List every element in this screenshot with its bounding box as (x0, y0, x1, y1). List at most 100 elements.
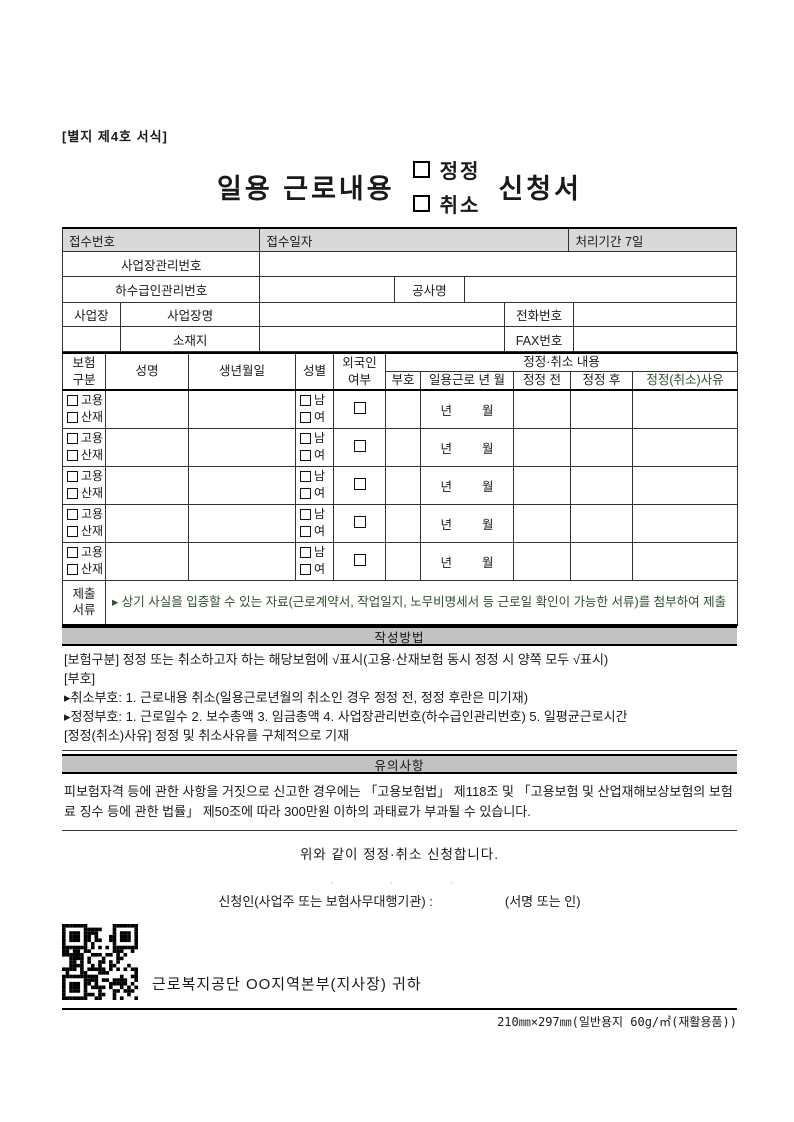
howto-line: ▸취소부호: 1. 근로내용 취소(일용근로년월의 취소인 경우 정정 전, 정… (64, 690, 529, 705)
checkbox-male[interactable] (300, 395, 311, 407)
name-field[interactable] (105, 389, 189, 429)
checkbox-employment-insurance[interactable] (67, 547, 78, 558)
checkbox-industrial-insurance[interactable] (67, 450, 78, 461)
checkbox-foreigner[interactable] (353, 477, 366, 490)
reason-field[interactable] (631, 427, 739, 467)
col-after: 정정 후 (570, 370, 633, 391)
after-field[interactable] (570, 427, 633, 467)
before-field[interactable] (513, 465, 571, 505)
code-field[interactable] (385, 541, 421, 581)
checkbox-female[interactable] (300, 564, 311, 575)
recipient-row: 근로복지공단 OO지역본부(지사장) 귀하 (62, 924, 737, 1000)
after-field[interactable] (570, 503, 633, 543)
checkbox-foreigner[interactable] (353, 439, 366, 452)
howto-section-bar: 작성방법 (62, 626, 737, 646)
checkbox-industrial-insurance[interactable] (67, 564, 78, 575)
code-field[interactable] (385, 465, 421, 505)
bottom-rule (62, 1008, 737, 1010)
before-field[interactable] (513, 503, 571, 543)
after-field[interactable] (570, 389, 633, 429)
checkbox-industrial-insurance[interactable] (67, 488, 78, 499)
before-field[interactable] (513, 541, 571, 581)
howto-line: [정정(취소)사유] 정정 및 취소사유를 구체적으로 기재 (64, 728, 350, 743)
notice-text-block: 피보험자격 등에 관한 사항을 거짓으로 신고한 경우에는 「고용보험법」 제1… (62, 774, 737, 831)
howto-instructions: [보험구분] 정정 또는 취소하고자 하는 해당보험에 √표시(고용·산재보험 … (62, 646, 737, 751)
col-insurance-type: 보험 구분 (62, 352, 106, 391)
name-field[interactable] (105, 541, 189, 581)
checkbox-female[interactable] (300, 488, 311, 499)
checkbox-industrial-insurance[interactable] (67, 412, 78, 424)
birthdate-field[interactable] (188, 541, 296, 581)
howto-line: [보험구분] 정정 또는 취소하고자 하는 해당보험에 √표시(고용·산재보험 … (64, 652, 609, 667)
birthdate-field[interactable] (188, 427, 296, 467)
location-field[interactable] (260, 327, 505, 351)
workplace-mgmt-no-field[interactable] (260, 252, 736, 276)
checkbox-male[interactable] (300, 471, 311, 482)
notice-text: 피보험자격 등에 관한 사항을 거짓으로 신고한 경우에는 「고용보험법」 제1… (64, 784, 733, 819)
checkbox-employment-insurance[interactable] (67, 433, 78, 444)
phone-field[interactable] (574, 303, 736, 326)
checkbox-female[interactable] (300, 412, 311, 424)
checkbox-employment-insurance[interactable] (67, 509, 78, 520)
birthdate-field[interactable] (188, 465, 296, 505)
insurance-table: 보험 구분 성명 생년월일 성별 외국인 여부 정정·취소 내용 부호 일용근로 년… (62, 352, 739, 626)
checkbox-foreigner[interactable] (353, 401, 366, 414)
reason-field[interactable] (631, 541, 739, 581)
checkbox-industrial-insurance[interactable] (67, 526, 78, 537)
name-field[interactable] (105, 503, 189, 543)
after-field[interactable] (570, 541, 633, 581)
code-field[interactable] (385, 503, 421, 543)
checkbox-male[interactable] (300, 433, 311, 444)
workplace-name-label: 사업장명 (121, 303, 261, 326)
foreigner-cell (333, 465, 386, 505)
checkbox-male[interactable] (300, 547, 311, 558)
checkbox-employment-insurance[interactable] (67, 395, 78, 407)
reason-field[interactable] (631, 389, 739, 429)
name-field[interactable] (105, 465, 189, 505)
after-field[interactable] (570, 465, 633, 505)
checkbox-foreigner[interactable] (353, 553, 366, 566)
workplace-mgmt-no-label: 사업장관리번호 (63, 252, 261, 276)
fax-label: FAX번호 (505, 327, 575, 351)
birthdate-field[interactable] (188, 503, 296, 543)
foreigner-cell (333, 389, 386, 429)
reason-field[interactable] (631, 465, 739, 505)
checkbox-female[interactable] (300, 526, 311, 537)
reason-field[interactable] (631, 503, 739, 543)
subcontractor-mgmt-no-field[interactable] (260, 277, 396, 302)
checkbox-correction[interactable] (412, 160, 430, 178)
notice-section-bar: 유의사항 (62, 754, 737, 774)
code-field[interactable] (385, 389, 421, 429)
foreigner-cell (333, 427, 386, 467)
checkbox-foreigner[interactable] (353, 515, 366, 528)
construction-name-label: 공사명 (395, 277, 465, 302)
checkbox-employment-insurance[interactable] (67, 471, 78, 482)
fax-field[interactable] (574, 327, 736, 351)
qr-code (62, 924, 138, 1000)
workplace-name-field[interactable] (260, 303, 505, 326)
title-prefix: 일용 근로내용 (217, 173, 395, 204)
checkbox-cancellation[interactable] (412, 194, 430, 212)
insurance-type-cell: 고용 산재 (62, 465, 106, 505)
gender-cell: 남 여 (295, 389, 334, 429)
before-field[interactable] (513, 389, 571, 429)
before-field[interactable] (513, 427, 571, 467)
code-field[interactable] (385, 427, 421, 467)
col-before: 정정 전 (513, 370, 571, 391)
birthdate-field[interactable] (188, 389, 296, 429)
checkbox-male[interactable] (300, 509, 311, 520)
col-code: 부호 (385, 370, 421, 391)
howto-line: ▸정정부호: 1. 근로일수 2. 보수총액 3. 임금총액 4. 사업장관리번… (64, 709, 628, 724)
checkbox-female[interactable] (300, 450, 311, 461)
name-field[interactable] (105, 427, 189, 467)
construction-name-field[interactable] (465, 277, 736, 302)
title-suffix: 신청서 (498, 173, 582, 204)
